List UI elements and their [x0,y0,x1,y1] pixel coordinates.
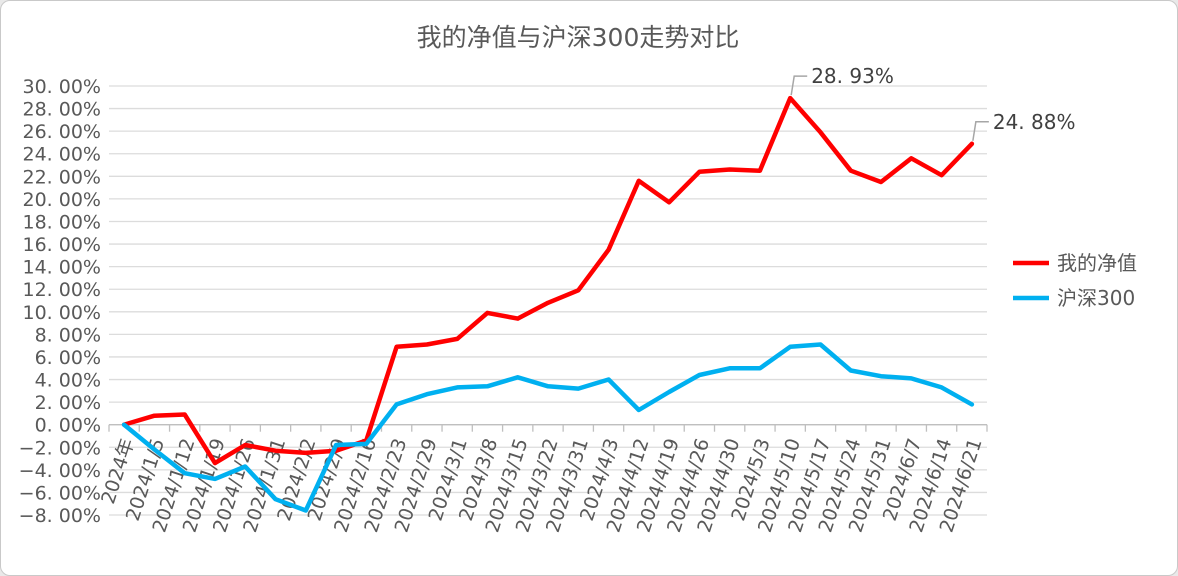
legend-label-csi300: 沪深300 [1057,286,1135,310]
legend-item-csi300[interactable]: 沪深300 [1013,286,1135,310]
data-point-label: 28. 93% [811,64,894,88]
y-axis-tick-label: 8. 00% [35,324,101,346]
series-lines[interactable] [121,95,975,513]
y-axis-tick-label: −6. 00% [19,482,101,504]
legend-item-my-networth[interactable]: 我的净值 [1013,251,1137,275]
y-axis-tick-label: 14. 00% [23,257,102,279]
y-axis-tick-label: 30. 00% [23,76,102,98]
y-axis-tick-label: 0. 00% [35,415,101,437]
y-axis-tick-label: −4. 00% [19,460,101,482]
legend[interactable]: 我的净值 沪深300 [1013,251,1137,310]
series-line-my-networth[interactable] [121,95,975,466]
data-label-annotations: 28. 93% 24. 88% [790,64,1076,141]
y-axis-tick-label: −2. 00% [19,437,101,459]
y-axis-tick-label: 12. 00% [23,279,102,301]
y-axis-tick-label: 10. 00% [23,302,102,324]
y-axis-tick-label: 18. 00% [23,211,102,233]
y-axis-tick-label: 4. 00% [35,370,101,392]
y-axis-tick-label: 6. 00% [35,347,101,369]
legend-label-my-networth: 我的净值 [1057,251,1137,275]
gridlines [109,85,987,516]
annotation-leader-line [790,75,808,96]
y-axis-tick-label: 2. 00% [35,392,101,414]
x-axis-labels: 2024年2024/1/52024/1/122024/1/192024/1/26… [97,436,986,535]
y-axis-tick-label: 16. 00% [23,234,102,256]
y-axis-tick-label: 22. 00% [23,166,102,188]
y-axis-tick-label: 26. 00% [23,121,102,143]
y-axis-tick-label: 28. 00% [23,99,102,121]
chart-title: 我的净值与沪深300走势对比 [417,23,740,52]
y-axis-labels: 30. 00%28. 00%26. 00%24. 00%22. 00%20. 0… [19,76,101,527]
data-point-label: 24. 88% [993,110,1076,134]
y-axis-tick-label: 20. 00% [23,189,102,211]
series-line-csi300[interactable] [121,342,975,513]
y-axis-tick-label: 24. 00% [23,144,102,166]
y-axis-tick-label: −8. 00% [19,505,101,527]
annotation-leader-line [972,121,989,141]
x-axis-line [108,424,988,432]
